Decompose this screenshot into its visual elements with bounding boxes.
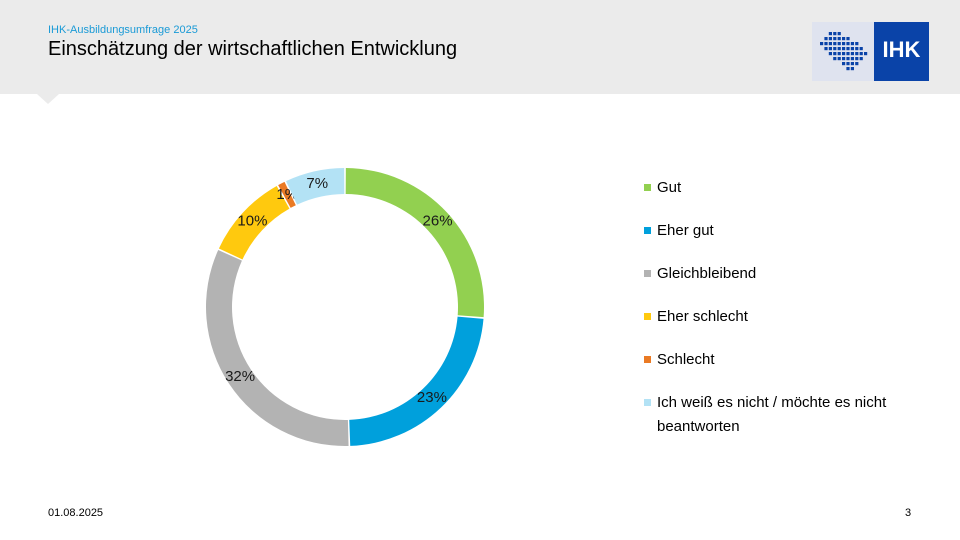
- logo-dot: [837, 52, 841, 56]
- ihk-logo-graphic: IHK: [812, 22, 929, 81]
- logo-dot: [842, 37, 846, 41]
- legend-swatch: [644, 399, 651, 406]
- logo-dot: [855, 62, 859, 66]
- legend-swatch: [644, 356, 651, 363]
- logo-dot: [846, 62, 850, 66]
- legend-label: Schlecht: [657, 351, 715, 368]
- legend-label: Ich weiß es nicht / möchte es nicht bean…: [657, 394, 887, 435]
- chart-legend: Gut Eher gut Gleichbleibend Eher schlecht Sc…: [644, 176, 944, 458]
- logo-dot: [846, 37, 850, 41]
- data-label-eher-schlecht: 10%: [237, 212, 267, 229]
- logo-dot: [842, 42, 846, 46]
- legend-swatch: [644, 227, 651, 234]
- data-label-gleichbleibend: 32%: [225, 368, 255, 385]
- logo-dot: [824, 47, 828, 51]
- page-number: 3: [905, 507, 912, 519]
- logo-dot: [833, 57, 837, 61]
- donut-chart-svg: 26%23%32%10%1%7%: [206, 168, 484, 446]
- logo-dot: [824, 37, 828, 41]
- logo-dot: [842, 52, 846, 56]
- logo-dot: [820, 42, 824, 46]
- legend-item-gut: Gut: [644, 176, 944, 200]
- donut-segment-gut: [345, 168, 484, 318]
- legend-item-gleichbleibend: Gleichbleibend: [644, 262, 944, 286]
- logo-dot: [846, 42, 850, 46]
- legend-swatch: [644, 270, 651, 277]
- donut-segment-eher-gut: [349, 316, 484, 446]
- logo-blue-panel: [874, 22, 929, 81]
- donut-segment-schlecht: [278, 181, 296, 208]
- logo-dot: [842, 62, 846, 66]
- logo-dot: [828, 37, 832, 41]
- logo-dot: [824, 42, 828, 46]
- header-notch: [37, 94, 59, 104]
- logo-dot: [855, 47, 859, 51]
- logo-dot: [846, 57, 850, 61]
- logo-dot: [837, 37, 841, 41]
- logo-dot: [837, 32, 841, 36]
- logo-dot: [842, 47, 846, 51]
- logo-dot: [859, 47, 863, 51]
- logo-dot: [855, 57, 859, 61]
- logo-dot: [846, 52, 850, 56]
- logo-dot: [833, 52, 837, 56]
- logo-dot: [828, 47, 832, 51]
- logo-dot: [850, 67, 854, 71]
- header-band: IHK-Ausbildungsumfrage 2025 Einschätzung…: [0, 0, 960, 94]
- legend-swatch: [644, 184, 651, 191]
- legend-label: Eher gut: [657, 222, 714, 239]
- logo-dot: [833, 37, 837, 41]
- logo-dot: [850, 52, 854, 56]
- logo-dot: [855, 52, 859, 56]
- donut-segment-ich-weiss-es-nicht-m-chte-es-nicht-beantworten: [286, 168, 345, 205]
- donut-segment-gleichbleibend: [206, 250, 349, 446]
- logo-dot: [833, 32, 837, 36]
- logo-dot: [855, 42, 859, 46]
- logo-dot: [833, 42, 837, 46]
- logo-dot: [837, 42, 841, 46]
- logo-dot: [837, 47, 841, 51]
- logo-map-icon: [820, 32, 868, 71]
- logo-dot: [850, 57, 854, 61]
- footer-date: 01.08.2025: [48, 507, 104, 519]
- ihk-logo: IHK: [812, 22, 929, 81]
- logo-dot: [828, 52, 832, 56]
- legend-label: Gut: [657, 179, 682, 196]
- page-title: Einschätzung der wirtschaftlichen Entwic…: [48, 38, 458, 60]
- logo-dot: [864, 52, 868, 56]
- logo-text: IHK: [883, 37, 921, 62]
- logo-dot: [846, 67, 850, 71]
- legend-swatch: [644, 313, 651, 320]
- logo-dot: [828, 42, 832, 46]
- legend-item-schlecht: Schlecht: [644, 348, 944, 372]
- logo-dot: [850, 62, 854, 66]
- legend-item-eher-schlecht: Eher schlecht: [644, 305, 944, 329]
- logo-dot: [859, 52, 863, 56]
- survey-supertitle: IHK-Ausbildungsumfrage 2025: [48, 24, 198, 36]
- legend-label: Gleichbleibend: [657, 265, 757, 282]
- logo-dot: [850, 42, 854, 46]
- legend-item-ich-weiss-es-nicht-m-chte-es-nicht-beantworten: Ich weiß es nicht / möchte es nicht bean…: [644, 391, 927, 439]
- logo-dot: [859, 57, 863, 61]
- data-label-gut: 26%: [423, 212, 453, 229]
- logo-dot: [842, 57, 846, 61]
- data-label-eher-gut: 23%: [417, 389, 447, 406]
- legend-item-eher-gut: Eher gut: [644, 219, 944, 243]
- data-label-ich-weiss-es-nicht-m-chte-es-nicht-beantworten: 7%: [306, 175, 328, 192]
- logo-dot: [850, 47, 854, 51]
- donut-segment-eher-schlecht: [218, 185, 290, 260]
- logo-dot: [828, 32, 832, 36]
- logo-dot: [837, 57, 841, 61]
- logo-dot: [833, 47, 837, 51]
- donut-chart: 26% 23% 32% 10% 1% 7%: [190, 152, 500, 462]
- logo-dot: [846, 47, 850, 51]
- legend-label: Eher schlecht: [657, 308, 748, 325]
